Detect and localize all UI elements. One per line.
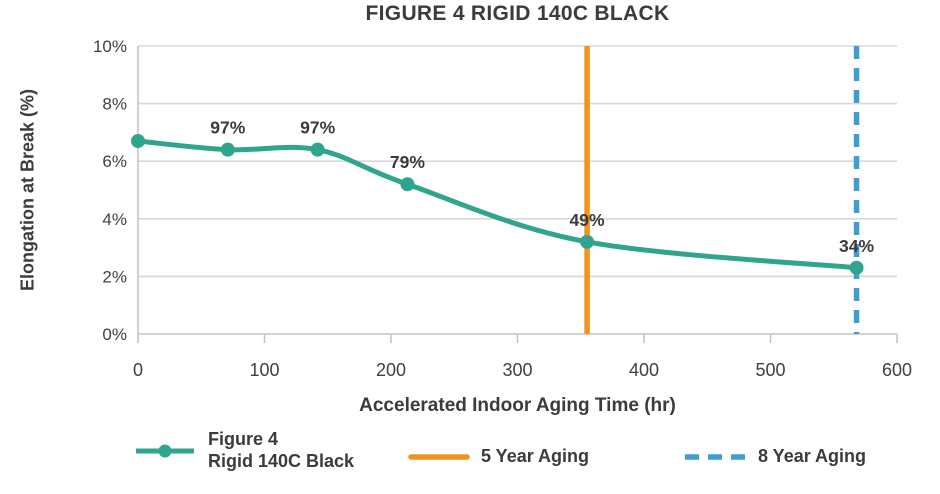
data-point-label: 79% (390, 152, 425, 172)
eight-year-dashed-line-icon (685, 454, 745, 460)
legend-8-year-label: 8 Year Aging (758, 446, 867, 466)
data-point-label: 97% (300, 118, 335, 138)
series-line-marker-icon (136, 444, 194, 458)
data-point-label: 49% (570, 210, 605, 230)
data-point-label: 34% (839, 236, 874, 256)
legend-series-label: Figure 4 Rigid 140C Black (208, 429, 354, 473)
legend-item-8-year-aging: 8 Year Aging (683, 446, 866, 468)
x-tick-label: 600 (882, 360, 912, 380)
legend-5-year-label: 5 Year Aging (481, 446, 590, 466)
series-line (135, 138, 860, 271)
legend-series-label-line1: Figure 4 (208, 429, 279, 449)
data-point (310, 142, 325, 157)
y-tick-label: 2% (102, 267, 127, 286)
legend-item-series: Figure 4 Rigid 140C Black (133, 429, 354, 473)
y-tick-label: 8% (102, 95, 127, 114)
legend-series-label-line2: Rigid 140C Black (208, 450, 355, 471)
data-point (220, 142, 235, 157)
x-axis-title: Accelerated Indoor Aging Time (hr) (359, 395, 676, 416)
x-tick-label: 0 (133, 360, 143, 380)
data-point-label: 97% (210, 118, 245, 138)
five-year-line-icon (408, 454, 470, 460)
data-point (580, 234, 595, 249)
data-point (849, 260, 864, 275)
x-tick-label: 500 (755, 360, 785, 380)
x-tick-label: 200 (376, 360, 406, 380)
x-tick-label: 400 (629, 360, 659, 380)
x-tick-label: 100 (249, 360, 279, 380)
chart-title: FIGURE 4 RIGID 140C BLACK (365, 2, 670, 25)
y-tick-label: 6% (102, 152, 127, 171)
y-tick-label: 4% (102, 210, 127, 229)
data-point (400, 177, 415, 192)
legend-item-5-year-aging: 5 Year Aging (408, 446, 589, 468)
y-tick-label: 10% (93, 37, 127, 56)
y-tick-label: 0% (102, 325, 127, 344)
x-tick-label: 300 (502, 360, 532, 380)
plot-area: 0% 2% 4% 6% 8% 10% 0 100 200 300 400 500 600 97% 97% 79… (93, 37, 912, 380)
data-point (131, 134, 145, 149)
